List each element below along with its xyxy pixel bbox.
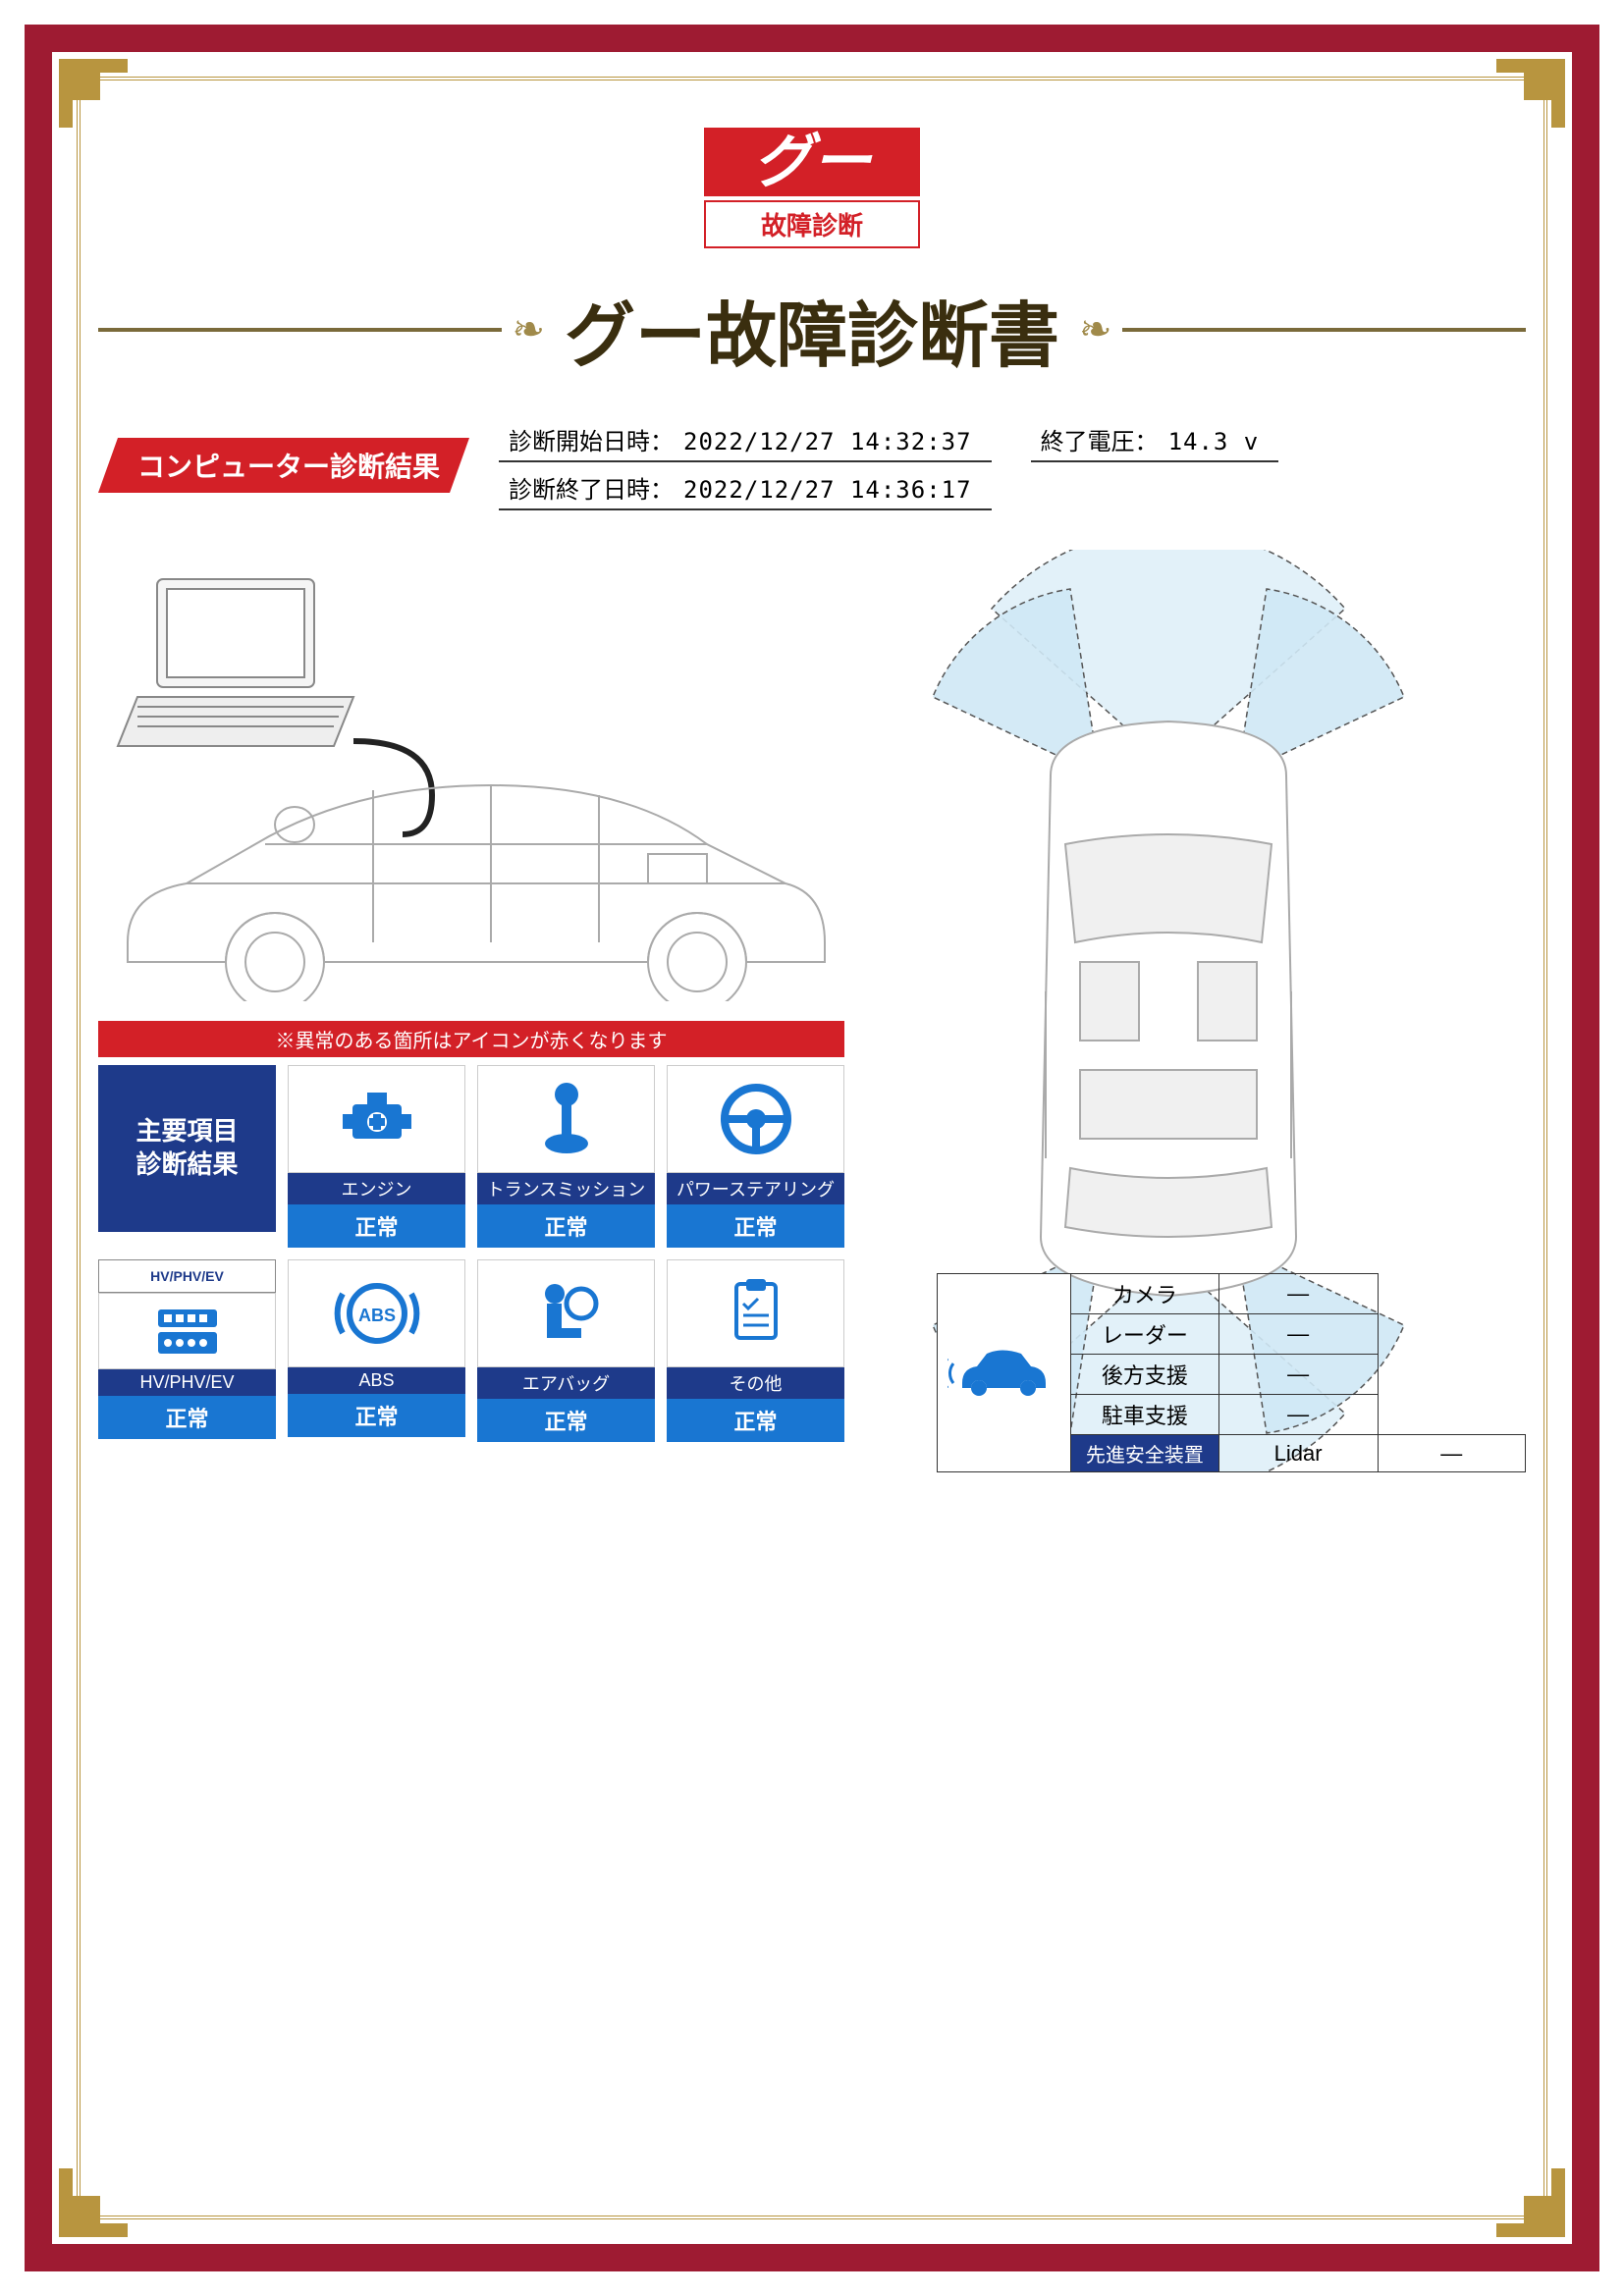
safety-row-label: レーダー (1071, 1314, 1218, 1355)
hv-top-label: HV/PHV/EV (98, 1259, 276, 1293)
document-title-row: ❧ グー故障診断書 ❧ (98, 278, 1526, 381)
content-area: グー 故障診断 ❧ グー故障診断書 ❧ コンピューター診断結果 診断開始日時： … (98, 98, 1526, 2198)
meta-voltage: 終了電圧： 14.3 v (1031, 420, 1279, 462)
result-card-hvphvev: HV/PHV/EV HV/PHV/EV 正常 (98, 1259, 276, 1442)
meta-start-time: 診断開始日時： 2022/12/27 14:32:37 (499, 420, 992, 462)
flourish-left-icon: ❧ (512, 307, 545, 352)
car-side-diagram (98, 550, 844, 1001)
safety-car-icon (947, 1339, 1056, 1408)
meta-end-value: 2022/12/27 14:36:17 (683, 476, 972, 504)
safety-row-label: 駐車支援 (1071, 1395, 1218, 1435)
diagnostic-meta: 診断開始日時： 2022/12/27 14:32:37 終了電圧： 14.3 v… (499, 420, 1278, 510)
section-header-row: コンピューター診断結果 診断開始日時： 2022/12/27 14:32:37 … (98, 420, 1526, 510)
result-card-other: その他 正常 (667, 1259, 844, 1442)
result-card-transmission: トランスミッション 正常 (477, 1065, 655, 1248)
results-grid: 主要項目 診断結果 エンジン 正常 (98, 1065, 844, 1442)
engine-icon (288, 1065, 465, 1173)
section-tab: コンピューター診断結果 (98, 438, 469, 493)
safety-row-value: — (1218, 1314, 1378, 1355)
result-status: 正常 (288, 1394, 465, 1437)
meta-voltage-value: 14.3 v (1168, 428, 1260, 455)
transmission-icon (477, 1065, 655, 1173)
flourish-right-icon: ❧ (1079, 307, 1112, 352)
safety-row-value: — (1218, 1355, 1378, 1395)
result-label: ABS (288, 1367, 465, 1394)
meta-start-label: 診断開始日時： (509, 422, 674, 456)
result-card-engine: エンジン 正常 (288, 1065, 465, 1248)
safety-row-value: — (1378, 1435, 1525, 1472)
logo-top-text: グー (704, 128, 920, 196)
safety-equipment-table: カメラ — レーダー — 後方支援 — 駐車支援 — 先進安全装置 Lida (937, 1273, 1526, 1472)
diagram-right-column: カメラ — レーダー — 後方支援 — 駐車支援 — 先進安全装置 Lida (874, 550, 1526, 1472)
safety-row-label: 後方支援 (1071, 1355, 1218, 1395)
result-status: 正常 (667, 1399, 844, 1442)
result-label: エンジン (288, 1173, 465, 1204)
document-title: グー故障診断書 (565, 278, 1059, 381)
result-label: トランスミッション (477, 1173, 655, 1204)
diagram-row: ※異常のある箇所はアイコンが赤くなります 主要項目 診断結果 エンジン 正常 (98, 550, 1526, 1472)
safety-row-label: カメラ (1071, 1274, 1218, 1314)
airbag-icon (477, 1259, 655, 1367)
svg-text:ABS: ABS (357, 1306, 395, 1325)
result-card-steering: パワーステアリング 正常 (667, 1065, 844, 1248)
other-icon (667, 1259, 844, 1367)
title-rule-left (98, 328, 502, 332)
result-label: その他 (667, 1367, 844, 1399)
safety-header: 先進安全装置 (1071, 1435, 1218, 1472)
safety-row-value: — (1218, 1274, 1378, 1314)
result-status: 正常 (477, 1399, 655, 1442)
safety-row-value: — (1218, 1395, 1378, 1435)
diagram-left-column: ※異常のある箇所はアイコンが赤くなります 主要項目 診断結果 エンジン 正常 (98, 550, 844, 1472)
results-header-label: 主要項目 診断結果 (98, 1065, 276, 1232)
meta-end-time: 診断終了日時： 2022/12/27 14:36:17 (499, 468, 992, 510)
result-card-abs: ABS ABS 正常 (288, 1259, 465, 1442)
meta-end-label: 診断終了日時： (509, 470, 674, 505)
abs-icon: ABS (288, 1259, 465, 1367)
result-label: パワーステアリング (667, 1173, 844, 1204)
results-header-card: 主要項目 診断結果 (98, 1065, 276, 1248)
hvphvev-icon (98, 1293, 276, 1369)
result-status: 正常 (98, 1396, 276, 1439)
safety-row-label: Lidar (1218, 1435, 1378, 1472)
result-label: エアバッグ (477, 1367, 655, 1399)
safety-car-icon-cell (938, 1274, 1071, 1472)
result-status: 正常 (288, 1204, 465, 1248)
result-label: HV/PHV/EV (98, 1369, 276, 1396)
title-rule-right (1122, 328, 1526, 332)
brand-logo: グー 故障診断 (704, 128, 920, 248)
results-panel: ※異常のある箇所はアイコンが赤くなります 主要項目 診断結果 エンジン 正常 (98, 1021, 844, 1442)
meta-voltage-label: 終了電圧： (1041, 422, 1159, 456)
warning-bar: ※異常のある箇所はアイコンが赤くなります (98, 1021, 844, 1057)
steering-icon (667, 1065, 844, 1173)
result-card-airbag: エアバッグ 正常 (477, 1259, 655, 1442)
meta-start-value: 2022/12/27 14:32:37 (683, 428, 972, 455)
logo-bottom-text: 故障診断 (704, 200, 920, 248)
result-status: 正常 (477, 1204, 655, 1248)
result-status: 正常 (667, 1204, 844, 1248)
